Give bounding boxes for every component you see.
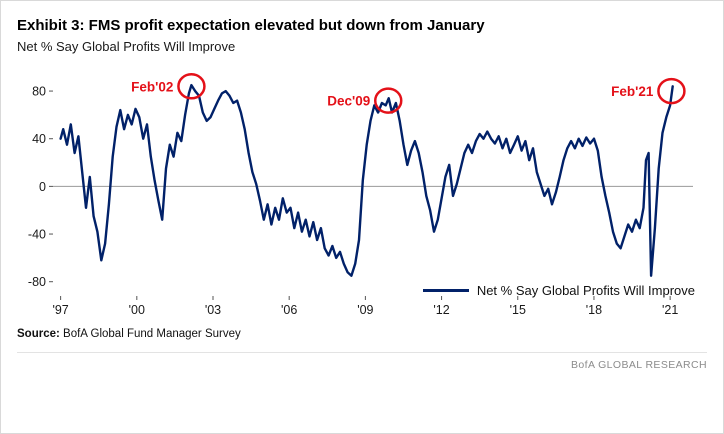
svg-text:'15: '15: [510, 303, 526, 317]
svg-text:80: 80: [32, 84, 46, 98]
svg-text:'09: '09: [357, 303, 373, 317]
svg-text:'03: '03: [205, 303, 221, 317]
svg-text:'18: '18: [586, 303, 602, 317]
svg-text:0: 0: [39, 180, 46, 194]
source-label: Source:: [17, 327, 60, 340]
svg-text:Feb'21: Feb'21: [611, 84, 654, 99]
svg-text:Feb'02: Feb'02: [131, 79, 173, 94]
source-line: Source: BofA Global Fund Manager Survey: [17, 328, 707, 340]
profit-expectations-line-chart: 80 40 0 -40 -80 '97 '00 '03 '06 '09 '12 '15 '18 '21 Fe…: [28, 72, 693, 317]
svg-text:-80: -80: [28, 275, 46, 289]
source-text: BofA Global Fund Manager Survey: [59, 327, 241, 340]
svg-text:'00: '00: [129, 303, 145, 317]
chart-area: 80 40 0 -40 -80 '97 '00 '03 '06 '09 '12 '15 '18 '21 Fe…: [17, 64, 709, 322]
svg-text:Dec'09: Dec'09: [327, 93, 370, 108]
svg-text:'12: '12: [433, 303, 449, 317]
chart-subtitle: Net % Say Global Profits Will Improve: [17, 38, 236, 54]
exhibit-title: Exhibit 3: FMS profit expectation elevat…: [17, 17, 485, 34]
brand-text: BofA GLOBAL RESEARCH: [17, 351, 707, 371]
svg-text:40: 40: [32, 132, 46, 146]
svg-text:'97: '97: [52, 303, 68, 317]
chart-legend: Net % Say Global Profits Will Improve: [422, 282, 695, 298]
svg-text:'21: '21: [662, 303, 678, 317]
svg-text:'06: '06: [281, 303, 297, 317]
svg-text:-40: -40: [28, 227, 46, 241]
legend-line-swatch-icon: [422, 288, 469, 292]
legend-label: Net % Say Global Profits Will Improve: [476, 282, 695, 298]
